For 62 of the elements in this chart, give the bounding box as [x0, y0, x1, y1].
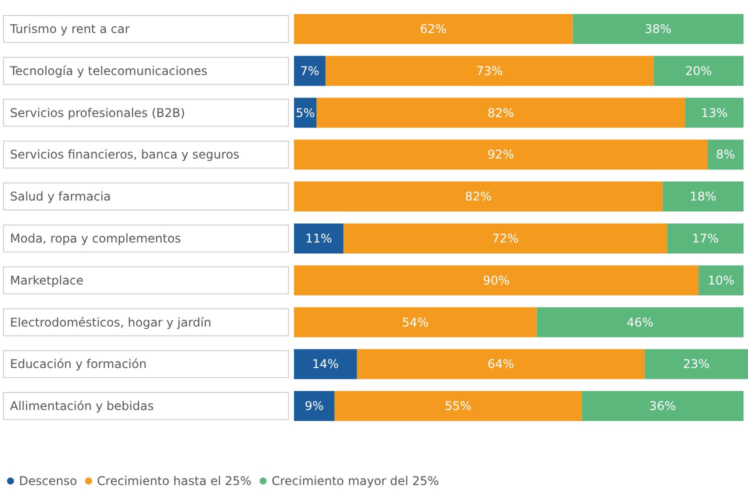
y-tick-label: Educación y formación: [10, 357, 147, 372]
bar: [334, 391, 582, 422]
data-label: 73%: [476, 64, 503, 78]
data-label: 46%: [626, 315, 654, 330]
y-tick-label: Tecnología y telecomunicaciones: [9, 64, 208, 78]
bar: [294, 265, 699, 296]
data-label: 7%: [300, 64, 320, 78]
y-tick-label: Allimentación y bebidas: [10, 399, 154, 414]
y-tick-label: Electrodomésticos, hogar y jardín: [10, 315, 212, 330]
data-label: 54%: [402, 315, 429, 330]
legend-label: Descenso: [19, 474, 78, 488]
data-label: 82%: [464, 190, 492, 204]
bar: [698, 265, 744, 296]
data-label: 14%: [312, 357, 339, 372]
bar: [325, 56, 654, 86]
y-tick-label: Salud y farmacia: [10, 190, 111, 204]
data-label: 64%: [487, 357, 514, 372]
bar: [536, 307, 744, 338]
data-label: 62%: [420, 22, 447, 36]
bar: [294, 307, 537, 338]
legend-label: Crecimiento mayor del 25%: [272, 474, 439, 488]
data-label: 9%: [304, 399, 324, 414]
bar: [316, 98, 686, 128]
data-label: 11%: [305, 231, 332, 246]
bar: [294, 223, 344, 254]
data-label: 36%: [649, 399, 676, 414]
data-label: 13%: [700, 106, 728, 120]
bar: [654, 56, 744, 86]
y-tick-label: Moda, ropa y complementos: [10, 231, 181, 246]
bar: [708, 140, 744, 170]
y-tick-label: Marketplace: [10, 273, 84, 288]
bar: [667, 223, 744, 254]
data-label: 20%: [685, 64, 712, 78]
data-label: 10%: [708, 273, 734, 288]
bar: [294, 349, 357, 380]
data-label: 5%: [296, 106, 315, 120]
bar: [294, 56, 326, 86]
data-label: 55%: [444, 399, 472, 414]
y-tick-label: Turismo y rent a car: [9, 22, 130, 36]
data-label: 18%: [690, 190, 716, 204]
bar: [356, 349, 645, 380]
data-label: 23%: [682, 357, 710, 372]
data-label: 92%: [487, 148, 514, 162]
bar: [572, 14, 744, 44]
data-label: 17%: [692, 231, 719, 246]
data-label: 72%: [492, 231, 519, 246]
y-tick-label: Servicios financieros, banca y seguros: [10, 148, 240, 162]
data-label: 38%: [644, 22, 672, 36]
data-label: 90%: [482, 273, 510, 288]
bar: [294, 14, 573, 44]
bar: [294, 140, 708, 170]
legend-label: Crecimiento hasta el 25%: [97, 474, 252, 488]
bar: [343, 223, 668, 254]
bar: [294, 391, 334, 422]
bar: [582, 391, 744, 422]
bar: [294, 182, 663, 212]
bar: [685, 98, 744, 128]
data-label: 8%: [716, 148, 736, 162]
bar: [644, 349, 748, 380]
data-label: 82%: [487, 106, 514, 120]
bar: [662, 182, 744, 212]
y-tick-label: Servicios profesionales (B2B): [10, 106, 186, 120]
